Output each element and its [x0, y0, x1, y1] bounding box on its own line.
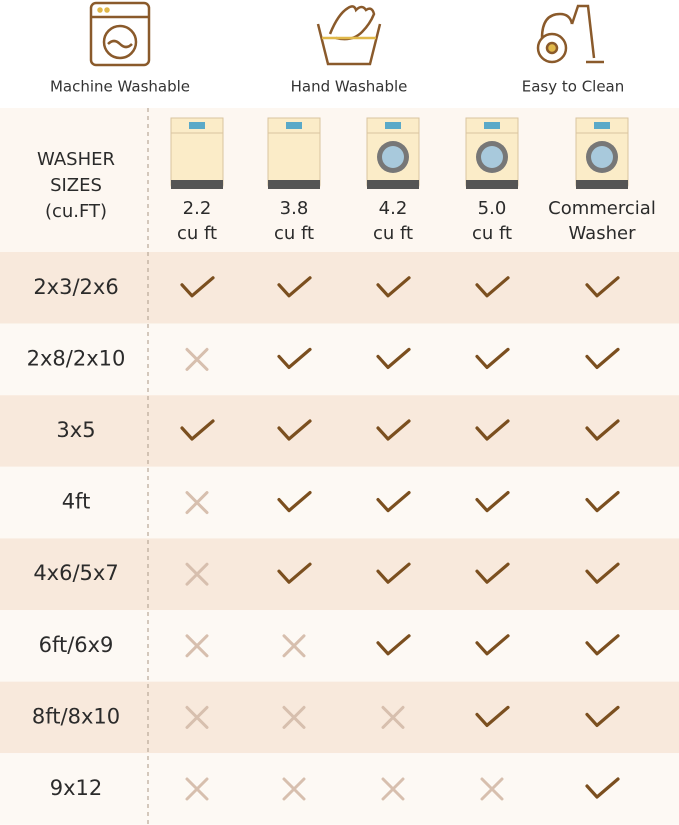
- column-label: 2.2: [183, 198, 212, 219]
- column-label: Washer: [569, 223, 637, 244]
- check-mark: [585, 705, 620, 727]
- check-mark: [585, 777, 620, 799]
- cross-mark: [185, 562, 209, 586]
- cross-mark: [185, 634, 209, 658]
- washer-display: [189, 122, 205, 129]
- check-mark: [277, 491, 312, 513]
- size-label: 9x12: [50, 776, 103, 800]
- check-mark: [376, 491, 411, 513]
- check-mark: [376, 634, 411, 656]
- table-row: [0, 610, 679, 682]
- check-mark: [475, 347, 510, 369]
- column-label: cu ft: [177, 223, 217, 244]
- cross-mark: [282, 705, 306, 729]
- washer-icon: [170, 117, 224, 189]
- table-row: [0, 252, 679, 324]
- washer-display: [594, 122, 610, 129]
- cross-mark: [185, 705, 209, 729]
- check-mark: [180, 276, 215, 298]
- hand-icon: [316, 5, 382, 66]
- check-mark: [475, 562, 510, 584]
- column-label: Commercial: [548, 198, 656, 219]
- check-mark: [585, 347, 620, 369]
- check-mark: [376, 347, 411, 369]
- check-mark: [585, 276, 620, 298]
- size-label: 2x8/2x10: [27, 346, 126, 370]
- column-label: 3.8: [280, 198, 309, 219]
- check-mark: [376, 562, 411, 584]
- size-label: 2x3/2x6: [33, 275, 118, 299]
- check-mark: [376, 276, 411, 298]
- check-mark: [475, 419, 510, 441]
- corner-label: (cu.FT): [45, 201, 107, 222]
- feature-label: Easy to Clean: [522, 78, 625, 96]
- washer-display: [385, 122, 401, 129]
- size-label: 6ft/6x9: [39, 633, 114, 657]
- header-row: [0, 108, 679, 252]
- check-mark: [585, 491, 620, 513]
- size-label: 4x6/5x7: [33, 561, 118, 585]
- feature-label: Hand Washable: [291, 78, 408, 96]
- size-label: 4ft: [62, 490, 91, 514]
- cross-mark: [185, 491, 209, 515]
- check-mark: [277, 562, 312, 584]
- size-label: 3x5: [56, 418, 95, 442]
- cross-mark: [185, 347, 209, 371]
- washer-display: [484, 122, 500, 129]
- check-mark: [475, 491, 510, 513]
- washer-icon: [465, 117, 519, 189]
- table-row: [0, 753, 679, 825]
- cross-mark: [381, 777, 405, 801]
- cross-mark: [185, 777, 209, 801]
- vacuum-icon: [536, 4, 604, 64]
- washer-icon: [575, 117, 629, 189]
- cross-mark: [282, 634, 306, 658]
- cross-mark: [381, 705, 405, 729]
- column-label: cu ft: [373, 223, 413, 244]
- column-label: cu ft: [472, 223, 512, 244]
- check-mark: [277, 276, 312, 298]
- washer-display: [286, 122, 302, 129]
- washer-glass: [481, 146, 503, 168]
- check-mark: [180, 419, 215, 441]
- washer-base: [171, 180, 223, 189]
- check-mark: [585, 419, 620, 441]
- machine-icon: [89, 1, 151, 67]
- check-mark: [475, 276, 510, 298]
- check-mark: [376, 419, 411, 441]
- table-row: [0, 681, 679, 754]
- cross-mark: [282, 777, 306, 801]
- column-label: 4.2: [379, 198, 408, 219]
- check-mark: [475, 634, 510, 656]
- washer-glass: [591, 146, 613, 168]
- table-row: [0, 395, 679, 467]
- check-mark: [585, 562, 620, 584]
- washer-base: [367, 180, 419, 189]
- washer-icon: [267, 117, 321, 189]
- table-row: [0, 538, 679, 610]
- washer-base: [268, 180, 320, 189]
- table-row: [0, 466, 679, 539]
- size-label: 8ft/8x10: [32, 704, 120, 728]
- cross-mark: [480, 777, 504, 801]
- washer-glass: [382, 146, 404, 168]
- check-mark: [585, 634, 620, 656]
- corner-label: WASHER: [37, 149, 115, 170]
- feature-label: Machine Washable: [50, 78, 190, 96]
- check-mark: [277, 419, 312, 441]
- column-label: 5.0: [478, 198, 507, 219]
- washer-base: [466, 180, 518, 189]
- column-label: cu ft: [274, 223, 314, 244]
- check-mark: [475, 705, 510, 727]
- washer-base: [576, 180, 628, 189]
- table-row: [0, 323, 679, 396]
- corner-label: SIZES: [50, 175, 102, 196]
- washer-icon: [366, 117, 420, 189]
- check-mark: [277, 347, 312, 369]
